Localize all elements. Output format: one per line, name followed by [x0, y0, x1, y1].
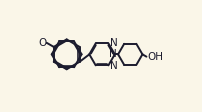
- Text: OH: OH: [147, 52, 163, 62]
- Text: N: N: [109, 49, 116, 59]
- Text: N: N: [109, 61, 117, 71]
- Text: N: N: [109, 38, 117, 48]
- Text: O: O: [38, 38, 46, 48]
